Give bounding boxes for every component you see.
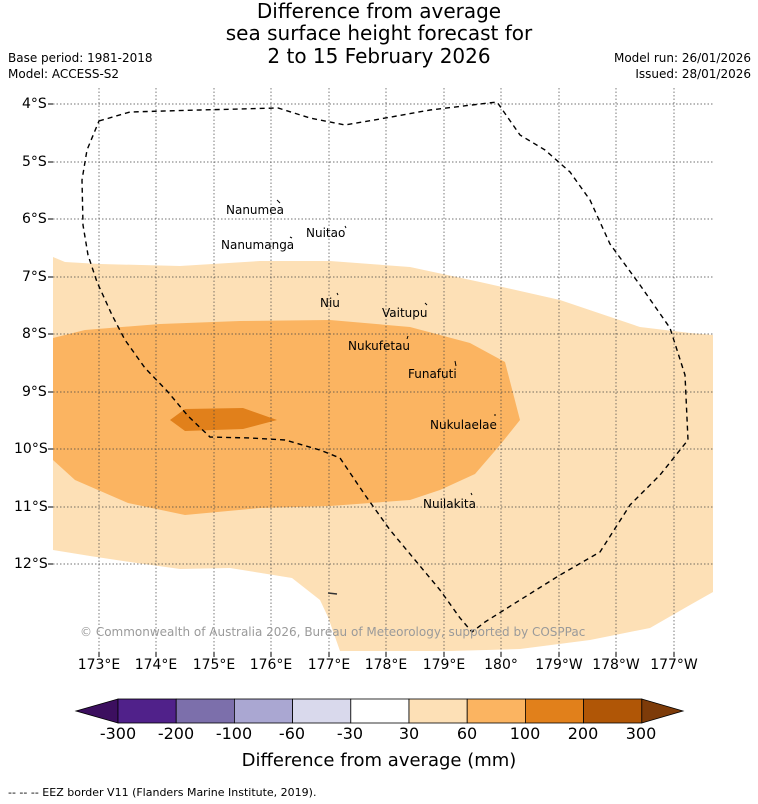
island-label-vaitupu: Vaitupu <box>382 306 428 320</box>
colorbar-segment <box>583 698 643 724</box>
lon-label-179w: 179°W <box>535 657 583 673</box>
copyright-notice: © Commonwealth of Australia 2026, Bureau… <box>80 625 586 639</box>
lon-label-179e: 179°E <box>422 657 466 673</box>
colorbar-extend-low <box>74 698 119 724</box>
colorbar-segment <box>525 698 585 724</box>
lat-label-8s: 8°S <box>22 326 47 342</box>
title-line-1: Difference from average <box>256 0 502 23</box>
island-label-nanumanga: Nanumanga <box>221 238 295 252</box>
colorbar-segment <box>117 698 177 724</box>
lat-label-7s: 7°S <box>22 269 47 285</box>
island-label-funafuti: Funafuti <box>408 367 457 381</box>
island-mark-niu <box>336 292 339 296</box>
colorbar-label-300: 300 <box>625 724 657 743</box>
colorbar-label-100: 100 <box>509 724 541 743</box>
lat-label-5s: 5°S <box>22 154 47 170</box>
lon-label-180: 180° <box>484 657 518 673</box>
island-label-nuilakita: Nuilakita <box>423 497 476 511</box>
lon-label-177e: 177°E <box>307 657 351 673</box>
anomaly-60-100-region <box>53 320 520 515</box>
lon-label-177w: 177°W <box>650 657 698 673</box>
base-period: Base period: 1981-2018 <box>8 51 153 65</box>
lon-label-178e: 178°E <box>364 657 408 673</box>
colorbar-label-200: 200 <box>567 724 599 743</box>
island-mark-nukufetau <box>406 335 409 340</box>
colorbar <box>74 698 685 724</box>
colorbar-title: Difference from average (mm) <box>241 750 517 771</box>
island-mark-nuitao <box>344 225 347 229</box>
colorbar-segment <box>175 698 235 724</box>
lat-label-6s: 6°S <box>22 211 47 227</box>
colorbar-label-neg300: -300 <box>99 724 137 743</box>
lat-label-12s: 12°S <box>14 556 48 572</box>
island-label-nukufetau: Nukufetau <box>348 339 411 353</box>
eez-legend: -- -- -- EEZ border V11 (Flanders Marine… <box>8 786 317 799</box>
island-label-nanumea: Nanumea <box>226 203 284 217</box>
colorbar-label-neg30: -30 <box>336 724 364 743</box>
model-name: Model: ACCESS-S2 <box>8 67 120 81</box>
colorbar-segment <box>466 698 526 724</box>
island-mark-vaitupu <box>424 302 428 306</box>
lon-label-176e: 176°E <box>249 657 293 673</box>
island-label-nuitao: Nuitao <box>306 226 346 240</box>
colorbar-label-60: 60 <box>456 724 478 743</box>
colorbar-segment <box>233 698 293 724</box>
colorbar-extend-high <box>641 698 685 724</box>
colorbar-label-neg100: -100 <box>215 724 253 743</box>
colorbar-segment <box>292 698 352 724</box>
island-label-nukulaelae: Nukulaelae <box>430 418 497 432</box>
colorbar-segment <box>350 698 410 724</box>
island-label-niu: Niu <box>320 296 340 310</box>
atoll-mark <box>327 592 338 595</box>
lon-label-173e: 173°E <box>77 657 121 673</box>
island-mark-nanumanga <box>289 236 293 239</box>
title-line-2: sea surface height forecast for <box>225 21 533 45</box>
title-line-3: 2 to 15 February 2026 <box>267 44 491 68</box>
colorbar-label-neg200: -200 <box>157 724 195 743</box>
lon-label-175e: 175°E <box>192 657 236 673</box>
lat-label-4s: 4°S <box>22 96 47 112</box>
colorbar-label-neg60: -60 <box>278 724 306 743</box>
lat-label-10s: 10°S <box>14 441 48 457</box>
colorbar-segment <box>408 698 468 724</box>
colorbar-label-30: 30 <box>398 724 420 743</box>
island-mark-funafuti <box>454 360 457 367</box>
island-mark-nanumea <box>276 199 281 204</box>
lon-label-178w: 178°W <box>592 657 640 673</box>
lat-label-9s: 9°S <box>22 384 47 400</box>
issued-date: Issued: 28/01/2026 <box>635 67 751 81</box>
model-run: Model run: 26/01/2026 <box>613 51 751 65</box>
lat-label-11s: 11°S <box>14 499 48 515</box>
lon-label-174e: 174°E <box>134 657 178 673</box>
eez-border <box>81 101 689 633</box>
island-mark-nuilakita <box>470 492 473 496</box>
